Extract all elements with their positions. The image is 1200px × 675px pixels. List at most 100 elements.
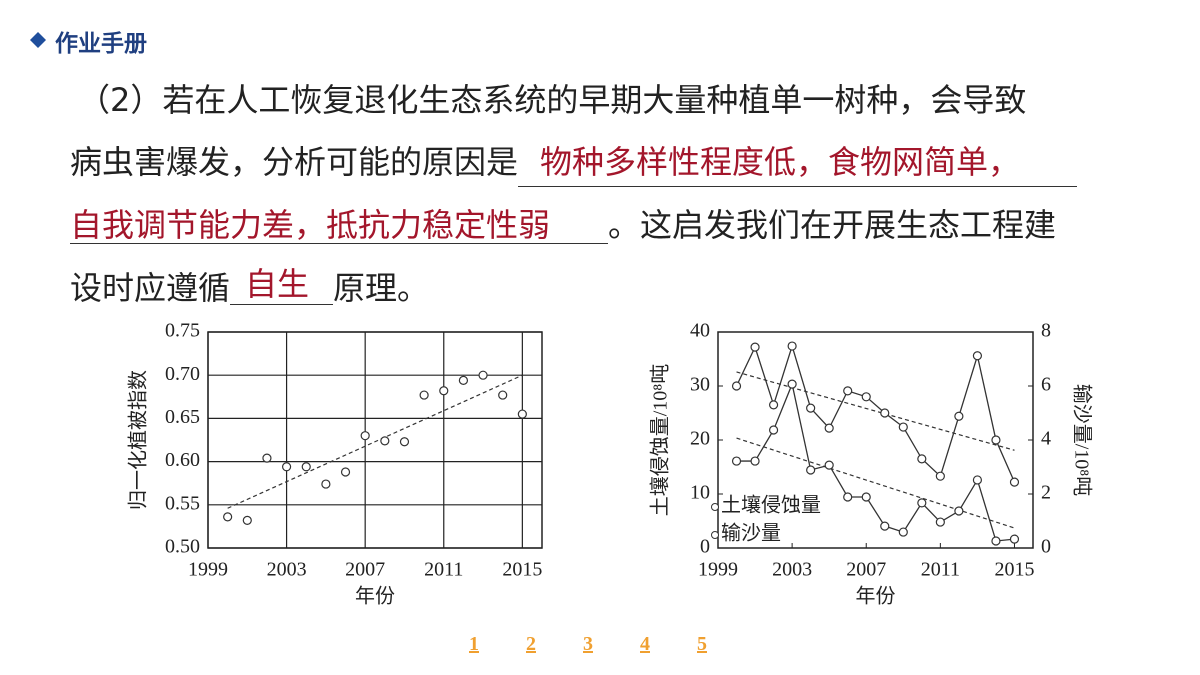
page-link[interactable]: 4	[640, 633, 650, 655]
point	[972, 351, 983, 361]
x-tick-label: 2011	[921, 559, 960, 581]
y-tick-label: 0.65	[165, 406, 200, 428]
answer-blank: 自我调节能力差，抵抗力稳定性弱	[70, 205, 608, 244]
point	[731, 456, 742, 466]
x-tick-label: 2011	[424, 559, 463, 581]
header-icon	[30, 32, 46, 48]
header-title: 作业手册	[55, 31, 147, 57]
point	[824, 423, 834, 433]
point	[321, 479, 331, 489]
x-tick-label: 2015	[502, 559, 542, 581]
point	[380, 436, 390, 446]
question-text: 。这启发我们在开展生态工程建	[608, 206, 1057, 244]
y2-tick-label: 6	[1041, 374, 1051, 396]
answer-text: 自我调节能力差，抵抗力稳定性弱	[70, 206, 551, 244]
answer-blank: 物种多样性程度低，食物网简单，	[518, 142, 1078, 187]
point	[787, 341, 797, 351]
x-axis-title: 年份	[856, 585, 896, 608]
y2-tick-label: 0	[1041, 536, 1051, 558]
point	[498, 390, 508, 400]
x-tick-label: 2007	[846, 559, 886, 581]
point	[898, 527, 908, 537]
x-axis-title: 年份	[355, 585, 395, 608]
point	[768, 400, 779, 410]
legend-label: 土壤侵蚀量	[721, 494, 821, 517]
trend-line	[736, 371, 1015, 451]
point	[750, 456, 760, 466]
point	[917, 454, 927, 464]
page-link[interactable]: 5	[697, 633, 707, 655]
question-line: 自我调节能力差，抵抗力稳定性弱 。这启发我们在开展生态工程建	[70, 205, 1056, 245]
point	[399, 437, 410, 447]
plot-frame	[207, 331, 543, 549]
legend-label: 输沙量	[721, 522, 781, 545]
trend-line	[227, 374, 523, 509]
x-tick-label: 2015	[994, 559, 1034, 581]
y-tick-label: 0.70	[165, 363, 200, 385]
point	[360, 431, 370, 441]
y-tick-label: 0	[700, 536, 710, 558]
y2-tick-label: 8	[1041, 320, 1051, 342]
question-line: 病虫害爆发，分析可能的原因是 物种多样性程度低，食物网简单，	[70, 142, 1078, 187]
page-link[interactable]: 3	[583, 633, 593, 655]
x-tick-label: 1999	[698, 559, 738, 581]
point	[750, 342, 760, 352]
point	[787, 379, 797, 389]
y-axis-title: 土壤侵蚀量/10⁸吨	[649, 364, 672, 517]
point	[223, 512, 233, 522]
point	[1009, 477, 1020, 487]
question-line: （2）若在人工恢复退化生态系统的早期大量种植单一树种，会导致	[78, 81, 1027, 119]
question-line: 设时应遵循 自生 原理。	[70, 265, 430, 308]
point	[281, 462, 292, 472]
point	[843, 386, 853, 396]
x-tick-label: 2003	[267, 559, 307, 581]
point	[439, 386, 449, 396]
answer-text: 物种多样性程度低，食物网简单，	[540, 143, 1021, 181]
legend-marker	[711, 503, 719, 511]
series-line	[735, 343, 1016, 483]
point	[861, 392, 871, 402]
point	[419, 390, 429, 400]
point	[824, 460, 834, 470]
answer-text: 自生	[245, 265, 310, 303]
point	[972, 475, 983, 485]
y-tick-label: 0.55	[165, 492, 200, 514]
y2-tick-label: 4	[1041, 428, 1051, 450]
y2-tick-label: 2	[1041, 482, 1051, 504]
point	[340, 467, 351, 477]
point	[935, 471, 945, 481]
point	[768, 425, 779, 435]
point	[917, 498, 927, 508]
y-tick-label: 0.75	[165, 320, 200, 342]
question-text: 设时应遵循	[70, 269, 231, 307]
point	[806, 465, 816, 475]
page-link[interactable]: 2	[526, 633, 536, 655]
point	[880, 408, 890, 418]
y-tick-label: 20	[690, 428, 710, 450]
point	[898, 422, 908, 432]
point	[935, 517, 945, 527]
y-tick-label: 10	[690, 482, 710, 504]
point	[843, 492, 853, 502]
point	[301, 462, 311, 472]
point	[731, 381, 742, 391]
answer-blank: 自生	[230, 265, 334, 305]
point	[954, 506, 964, 516]
point	[880, 521, 890, 531]
point	[478, 370, 488, 380]
question-text: 病虫害爆发，分析可能的原因是	[70, 143, 519, 181]
x-tick-label: 2003	[772, 559, 812, 581]
y-tick-label: 0.50	[165, 536, 200, 558]
page-link[interactable]: 1	[469, 633, 479, 655]
question-text: 原理。	[333, 269, 430, 307]
x-tick-label: 2007	[345, 559, 385, 581]
series-line	[736, 381, 1015, 542]
point	[861, 492, 871, 502]
point	[806, 403, 816, 413]
point	[458, 375, 469, 385]
y-tick-label: 40	[690, 320, 710, 342]
y2-axis-title: 输沙量/10⁸吨	[1070, 384, 1093, 497]
y-tick-label: 0.60	[165, 449, 200, 471]
point	[262, 453, 272, 463]
